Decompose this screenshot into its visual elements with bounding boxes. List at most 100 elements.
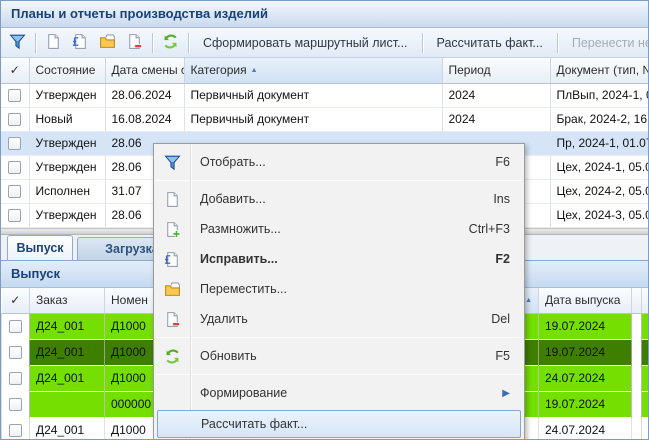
edit-document-button[interactable]: [68, 31, 93, 55]
gap-cell[interactable]: [631, 365, 642, 392]
column-header[interactable]: Состояние: [29, 58, 106, 84]
menu-item-label: Добавить...: [200, 192, 266, 206]
gap-cell[interactable]: [631, 313, 642, 340]
period-cell[interactable]: 2024: [442, 83, 551, 108]
menu-separator: [156, 337, 522, 338]
order-cell[interactable]: Д24_001: [29, 417, 105, 439]
move-folder-button[interactable]: [95, 31, 120, 55]
delete-document-button[interactable]: [122, 31, 147, 55]
row-checkbox[interactable]: [9, 423, 22, 437]
order-cell[interactable]: Д24_001: [29, 365, 105, 392]
state-cell[interactable]: Утвержден: [29, 83, 106, 108]
column-header-label: Состояние: [35, 63, 96, 78]
new-document-button[interactable]: [41, 31, 66, 55]
context-menu-item[interactable]: Обновить F5: [154, 341, 524, 371]
toolbar-button-0[interactable]: Сформировать маршрутный лист...: [203, 35, 408, 50]
row-checkbox[interactable]: [9, 319, 22, 333]
column-header[interactable]: Категория ▲: [184, 58, 443, 84]
row-checkbox[interactable]: [8, 160, 22, 174]
context-menu-item[interactable]: Формирование ▶: [154, 378, 524, 408]
context-menu-item[interactable]: Исправить... F2: [154, 244, 524, 274]
gap-cell[interactable]: [631, 339, 642, 366]
column-header[interactable]: ✓: [1, 58, 30, 84]
doc-cell[interactable]: Пр, 2024-1, 01.07.20: [550, 131, 648, 156]
state-cell[interactable]: Утвержден: [29, 203, 106, 228]
doc-cell[interactable]: Брак, 2024-2, 16.08.202: [550, 107, 648, 132]
new-document-icon: [162, 189, 182, 209]
tab-vypusk[interactable]: Выпуск: [7, 235, 73, 260]
checkbox-cell: [1, 107, 30, 132]
context-menu-item[interactable]: Размножить... Ctrl+F3: [154, 214, 524, 244]
move-folder-icon: [162, 279, 182, 299]
menu-separator: [156, 374, 522, 375]
toolbar-button-2: Перенести нед: [571, 35, 648, 50]
filter-icon: [9, 33, 26, 53]
column-header[interactable]: [631, 288, 642, 314]
doc-cell[interactable]: Цех, 2024-3, 05.07.20: [550, 203, 648, 228]
context-menu: Отобрать... F6 Добавить... Ins Размножить...…: [153, 143, 525, 439]
table-row[interactable]: Утвержден 28.06.2024 Первичный документ 202…: [1, 83, 648, 108]
context-menu-item[interactable]: Добавить... Ins: [154, 184, 524, 214]
context-menu-item[interactable]: Удалить Del: [154, 304, 524, 334]
state-cell[interactable]: Утвержден: [29, 155, 106, 180]
context-menu-item[interactable]: Рассчитать факт...: [157, 410, 521, 438]
doc-cell[interactable]: Цех, 2024-2, 05.07.20: [550, 179, 648, 204]
checkbox-cell: [1, 131, 30, 156]
period-cell[interactable]: 2024: [442, 107, 551, 132]
column-header[interactable]: Документ (тип, №, дат: [550, 58, 648, 84]
row-checkbox[interactable]: [8, 112, 22, 126]
column-header[interactable]: [641, 288, 648, 314]
filter-button[interactable]: [5, 31, 30, 55]
doc-cell[interactable]: Цех, 2024-1, 05.07.20: [550, 155, 648, 180]
state-cell[interactable]: Утвержден: [29, 131, 106, 156]
menu-item-label: Отобрать...: [200, 155, 266, 169]
extra-cell[interactable]: [641, 391, 648, 418]
extra-cell[interactable]: [641, 313, 648, 340]
state-cell[interactable]: Исполнен: [29, 179, 106, 204]
category-cell[interactable]: Первичный документ: [184, 83, 443, 108]
refresh-button[interactable]: [158, 31, 183, 55]
row-checkbox[interactable]: [9, 371, 22, 385]
row-checkbox[interactable]: [9, 397, 22, 411]
column-header[interactable]: ✓: [1, 288, 30, 314]
state-cell[interactable]: Новый: [29, 107, 106, 132]
row-checkbox[interactable]: [8, 208, 22, 222]
release-date-cell[interactable]: 19.07.2024: [538, 313, 632, 340]
toolbar-separator: [421, 32, 423, 53]
order-cell[interactable]: Д24_001: [29, 339, 105, 366]
extra-cell[interactable]: [641, 339, 648, 366]
row-checkbox[interactable]: [8, 136, 22, 150]
row-checkbox[interactable]: [9, 345, 22, 359]
row-checkbox[interactable]: [8, 88, 22, 102]
menu-item-shortcut: Del: [491, 312, 510, 326]
extra-cell[interactable]: [641, 365, 648, 392]
column-header[interactable]: Заказ: [29, 288, 105, 314]
toolbar-separator: [188, 32, 189, 53]
context-menu-item[interactable]: Переместить...: [154, 274, 524, 304]
extra-cell[interactable]: [641, 417, 648, 439]
date-cell[interactable]: 28.06.2024: [105, 83, 185, 108]
gap-cell[interactable]: [631, 417, 642, 439]
doc-cell[interactable]: ПлВып, 2024-1, 01.07.2: [550, 83, 648, 108]
order-cell[interactable]: [29, 391, 105, 418]
row-checkbox[interactable]: [8, 184, 22, 198]
toolbar-separator: [556, 32, 558, 53]
release-date-cell[interactable]: 19.07.2024: [538, 339, 632, 366]
release-date-cell[interactable]: 24.07.2024: [538, 365, 632, 392]
menu-item-label: Рассчитать факт...: [201, 417, 308, 431]
release-date-cell[interactable]: 24.07.2024: [538, 417, 632, 439]
submenu-arrow-icon: ▶: [502, 387, 510, 399]
order-cell[interactable]: Д24_001: [29, 313, 105, 340]
column-header[interactable]: Период: [442, 58, 551, 84]
toolbar-button-1[interactable]: Рассчитать факт...: [436, 35, 543, 50]
gap-cell[interactable]: [631, 391, 642, 418]
column-header[interactable]: Дата смены сост: [105, 58, 185, 84]
delete-document-icon: [162, 309, 182, 329]
category-cell[interactable]: Первичный документ: [184, 107, 443, 132]
column-header[interactable]: Дата выпуска: [538, 288, 632, 314]
date-cell[interactable]: 16.08.2024: [105, 107, 185, 132]
release-date-cell[interactable]: 19.07.2024: [538, 391, 632, 418]
table-row[interactable]: Новый 16.08.2024 Первичный документ 2024 Бра…: [1, 107, 648, 132]
context-menu-item[interactable]: Отобрать... F6: [154, 147, 524, 177]
